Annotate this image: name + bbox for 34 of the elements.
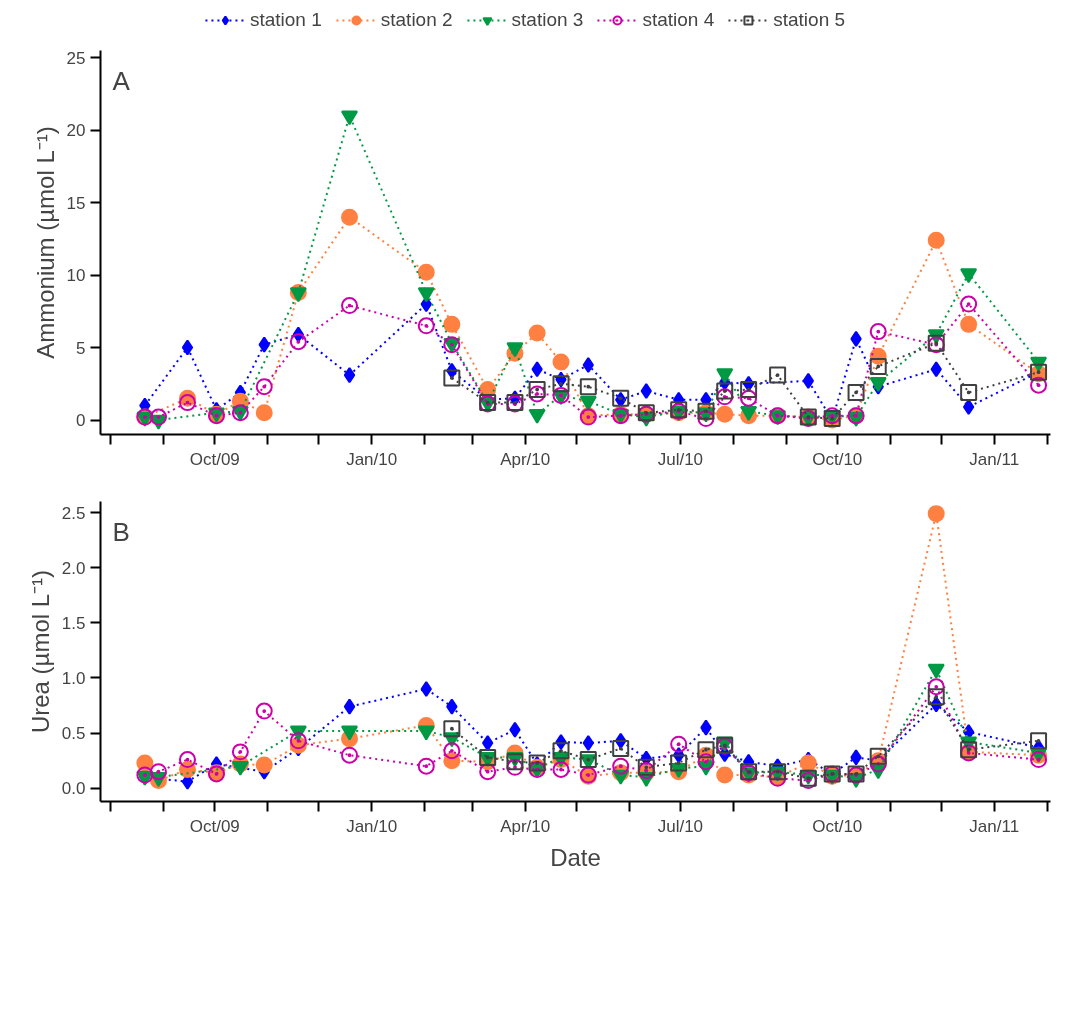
legend-label: station 4 [642, 9, 715, 31]
x-tick-label: Apr/10 [500, 816, 551, 836]
y-tick-label: 15 [66, 193, 86, 213]
annotation: A [112, 65, 131, 96]
x-tick-label: Oct/09 [189, 449, 240, 469]
y-tick-label: 20 [66, 121, 86, 141]
x-tick-label: Jan/10 [346, 449, 398, 469]
legend-label: station 1 [249, 9, 322, 31]
legend-label: station 2 [380, 9, 453, 31]
y-tick-label: 2.5 [61, 503, 86, 523]
y-tick-label: 10 [66, 266, 86, 286]
y-tick-label: 2.0 [61, 558, 86, 578]
x-axis-title: Date [550, 843, 601, 871]
x-tick-label: Oct/10 [812, 449, 863, 469]
y-tick-label: 1.0 [61, 668, 86, 688]
x-tick-label: Jan/10 [346, 816, 398, 836]
annotation: B [112, 516, 130, 547]
y-tick-label: 0.0 [61, 779, 86, 799]
x-tick-label: Jul/10 [657, 449, 704, 469]
y-tick-label: 1.5 [61, 613, 86, 633]
legend-label: station 5 [773, 9, 846, 31]
x-tick-label: Oct/09 [189, 816, 240, 836]
x-tick-label: Apr/10 [500, 449, 551, 469]
y-axis-title: Urea (µmol L⁻¹) [26, 569, 54, 734]
y-axis-title: Ammonium (µmol L⁻¹) [31, 126, 59, 359]
y-tick-label: 5 [76, 338, 86, 358]
x-tick-label: Jan/11 [969, 816, 1020, 836]
y-tick-label: 25 [66, 48, 86, 68]
x-tick-label: Jan/11 [969, 449, 1020, 469]
x-tick-label: Oct/10 [812, 816, 863, 836]
y-tick-label: 0.5 [61, 724, 86, 744]
x-tick-label: Jul/10 [657, 816, 704, 836]
y-tick-label: 0 [76, 411, 86, 431]
legend-label: station 3 [511, 9, 584, 31]
